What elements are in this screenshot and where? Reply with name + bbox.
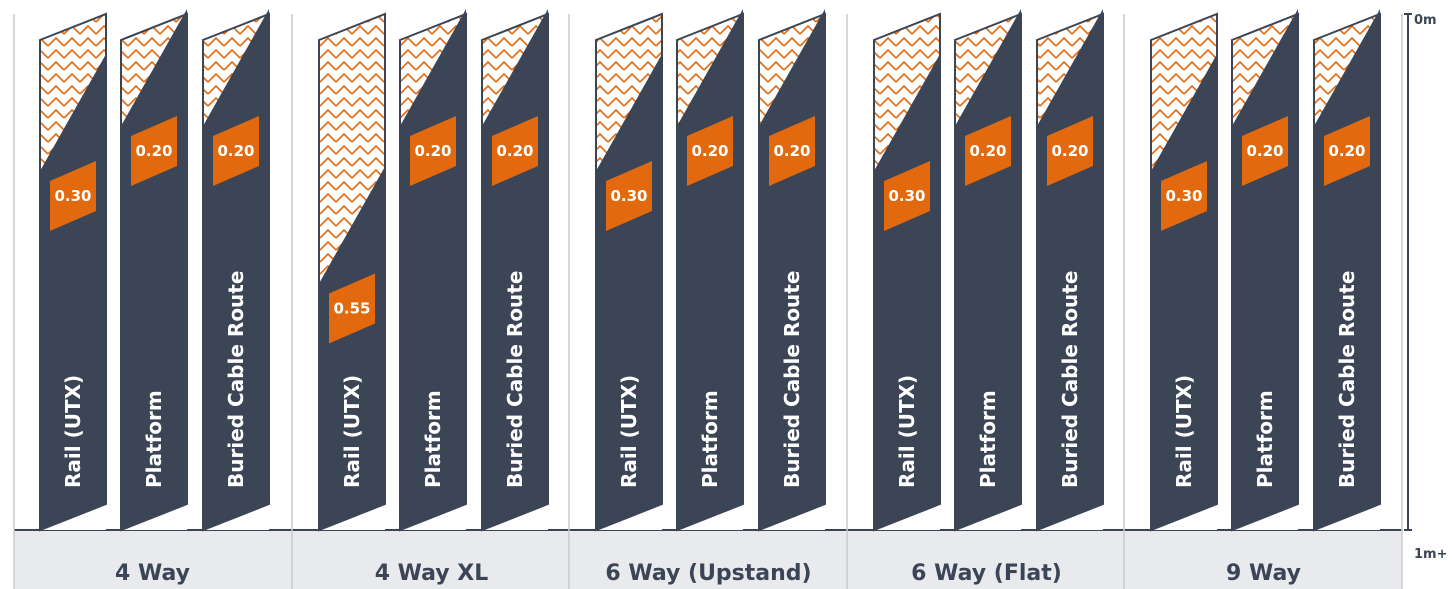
group-label: 4 Way <box>115 561 190 586</box>
value-badge <box>606 161 652 231</box>
group-label: 4 Way XL <box>375 561 489 586</box>
bar: 0.20 Buried Cable Route <box>202 9 270 532</box>
bar: 0.30 Rail (UTX) <box>1150 12 1218 532</box>
value-badge <box>884 161 930 231</box>
bar-outline <box>39 12 107 532</box>
bar-outline <box>758 12 826 532</box>
group-label: 6 Way (Upstand) <box>605 561 811 586</box>
value-badge <box>50 161 96 231</box>
value-label: 0.20 <box>217 142 254 160</box>
bar-outline <box>595 12 663 532</box>
bar: 0.20 Buried Cable Route <box>1036 9 1104 532</box>
bar: 0.30 Rail (UTX) <box>873 12 941 532</box>
bar-outline <box>1231 12 1299 532</box>
bar-outline <box>120 12 188 532</box>
bar-label: Rail (UTX) <box>61 375 85 488</box>
bar-dark-area <box>319 166 385 530</box>
bar-outline <box>1036 12 1104 532</box>
value-label: 0.20 <box>773 142 810 160</box>
value-label: 0.30 <box>888 187 925 205</box>
bar: 0.55 Rail (UTX) <box>318 12 386 532</box>
value-badge <box>1242 116 1288 186</box>
depth-axis-top-label: 0m <box>1414 13 1437 28</box>
value-badge <box>687 116 733 186</box>
bar-label: Buried Cable Route <box>780 271 804 488</box>
bar: 0.30 Rail (UTX) <box>39 12 107 532</box>
bar-outline <box>676 12 744 532</box>
depth-axis-bottom-label: 1m+ <box>1414 547 1447 562</box>
value-badge <box>410 116 456 186</box>
bar-outline <box>873 12 941 532</box>
value-label: 0.20 <box>414 142 451 160</box>
value-badge <box>769 116 815 186</box>
group-1: 4 Way XL 0.55 Rail (UTX) 0.20 Platform 0.20 Bu… <box>318 9 549 586</box>
bar: 0.20 Buried Cable Route <box>758 9 826 532</box>
group-label: 9 Way <box>1226 561 1301 586</box>
value-label: 0.20 <box>691 142 728 160</box>
value-badge <box>329 273 375 344</box>
value-label: 0.30 <box>54 187 91 205</box>
bar-outline <box>954 12 1022 532</box>
bar: 0.20 Platform <box>954 9 1022 532</box>
bar: 0.20 Platform <box>1231 9 1299 532</box>
bar-label: Buried Cable Route <box>224 271 248 488</box>
value-label: 0.20 <box>1246 142 1283 160</box>
bar: 0.20 Platform <box>399 9 467 532</box>
bar-outline <box>202 12 270 532</box>
value-label: 0.20 <box>496 142 533 160</box>
bar-outline <box>318 12 386 532</box>
value-label: 0.20 <box>1328 142 1365 160</box>
value-label: 0.20 <box>969 142 1006 160</box>
bar: 0.20 Buried Cable Route <box>481 9 549 532</box>
value-badge <box>1324 116 1370 186</box>
bar: 0.20 Buried Cable Route <box>1313 9 1381 532</box>
bar-label: Buried Cable Route <box>1058 271 1082 488</box>
bar-outline <box>399 12 467 532</box>
bar-outline <box>1313 12 1381 532</box>
value-label: 0.30 <box>1165 187 1202 205</box>
bar-label: Platform <box>698 390 722 488</box>
group-4: 9 Way 0.30 Rail (UTX) 0.20 Platform 0.20 Burie… <box>1150 9 1381 586</box>
bar: 0.30 Rail (UTX) <box>595 12 663 532</box>
value-label: 0.30 <box>610 187 647 205</box>
bar-label: Buried Cable Route <box>1335 271 1359 488</box>
bar-label: Rail (UTX) <box>895 375 919 488</box>
value-badge <box>1047 116 1093 186</box>
bar: 0.20 Platform <box>676 9 744 532</box>
value-label: 0.55 <box>333 300 370 318</box>
value-label: 0.20 <box>135 142 172 160</box>
bar-label: Rail (UTX) <box>617 375 641 488</box>
bar-label: Platform <box>976 390 1000 488</box>
value-badge <box>1161 161 1207 231</box>
bar-outline <box>1150 12 1218 532</box>
value-badge <box>131 116 177 186</box>
bar-label: Rail (UTX) <box>340 375 364 488</box>
bar-label: Platform <box>142 390 166 488</box>
bar-label: Platform <box>421 390 445 488</box>
bar: 0.20 Platform <box>120 9 188 532</box>
group-0: 4 Way 0.30 Rail (UTX) 0.20 Platform 0.20 Burie… <box>39 9 270 586</box>
group-2: 6 Way (Upstand) 0.30 Rail (UTX) 0.20 Platfor… <box>595 9 826 586</box>
bar-label: Platform <box>1253 390 1277 488</box>
bar-label: Rail (UTX) <box>1172 375 1196 488</box>
bar-outline <box>481 12 549 532</box>
bar-label: Buried Cable Route <box>503 271 527 488</box>
value-badge <box>965 116 1011 186</box>
value-label: 0.20 <box>1051 142 1088 160</box>
bottom-band <box>14 530 1402 589</box>
value-badge <box>492 116 538 186</box>
value-badge <box>213 116 259 186</box>
group-label: 6 Way (Flat) <box>911 561 1062 586</box>
